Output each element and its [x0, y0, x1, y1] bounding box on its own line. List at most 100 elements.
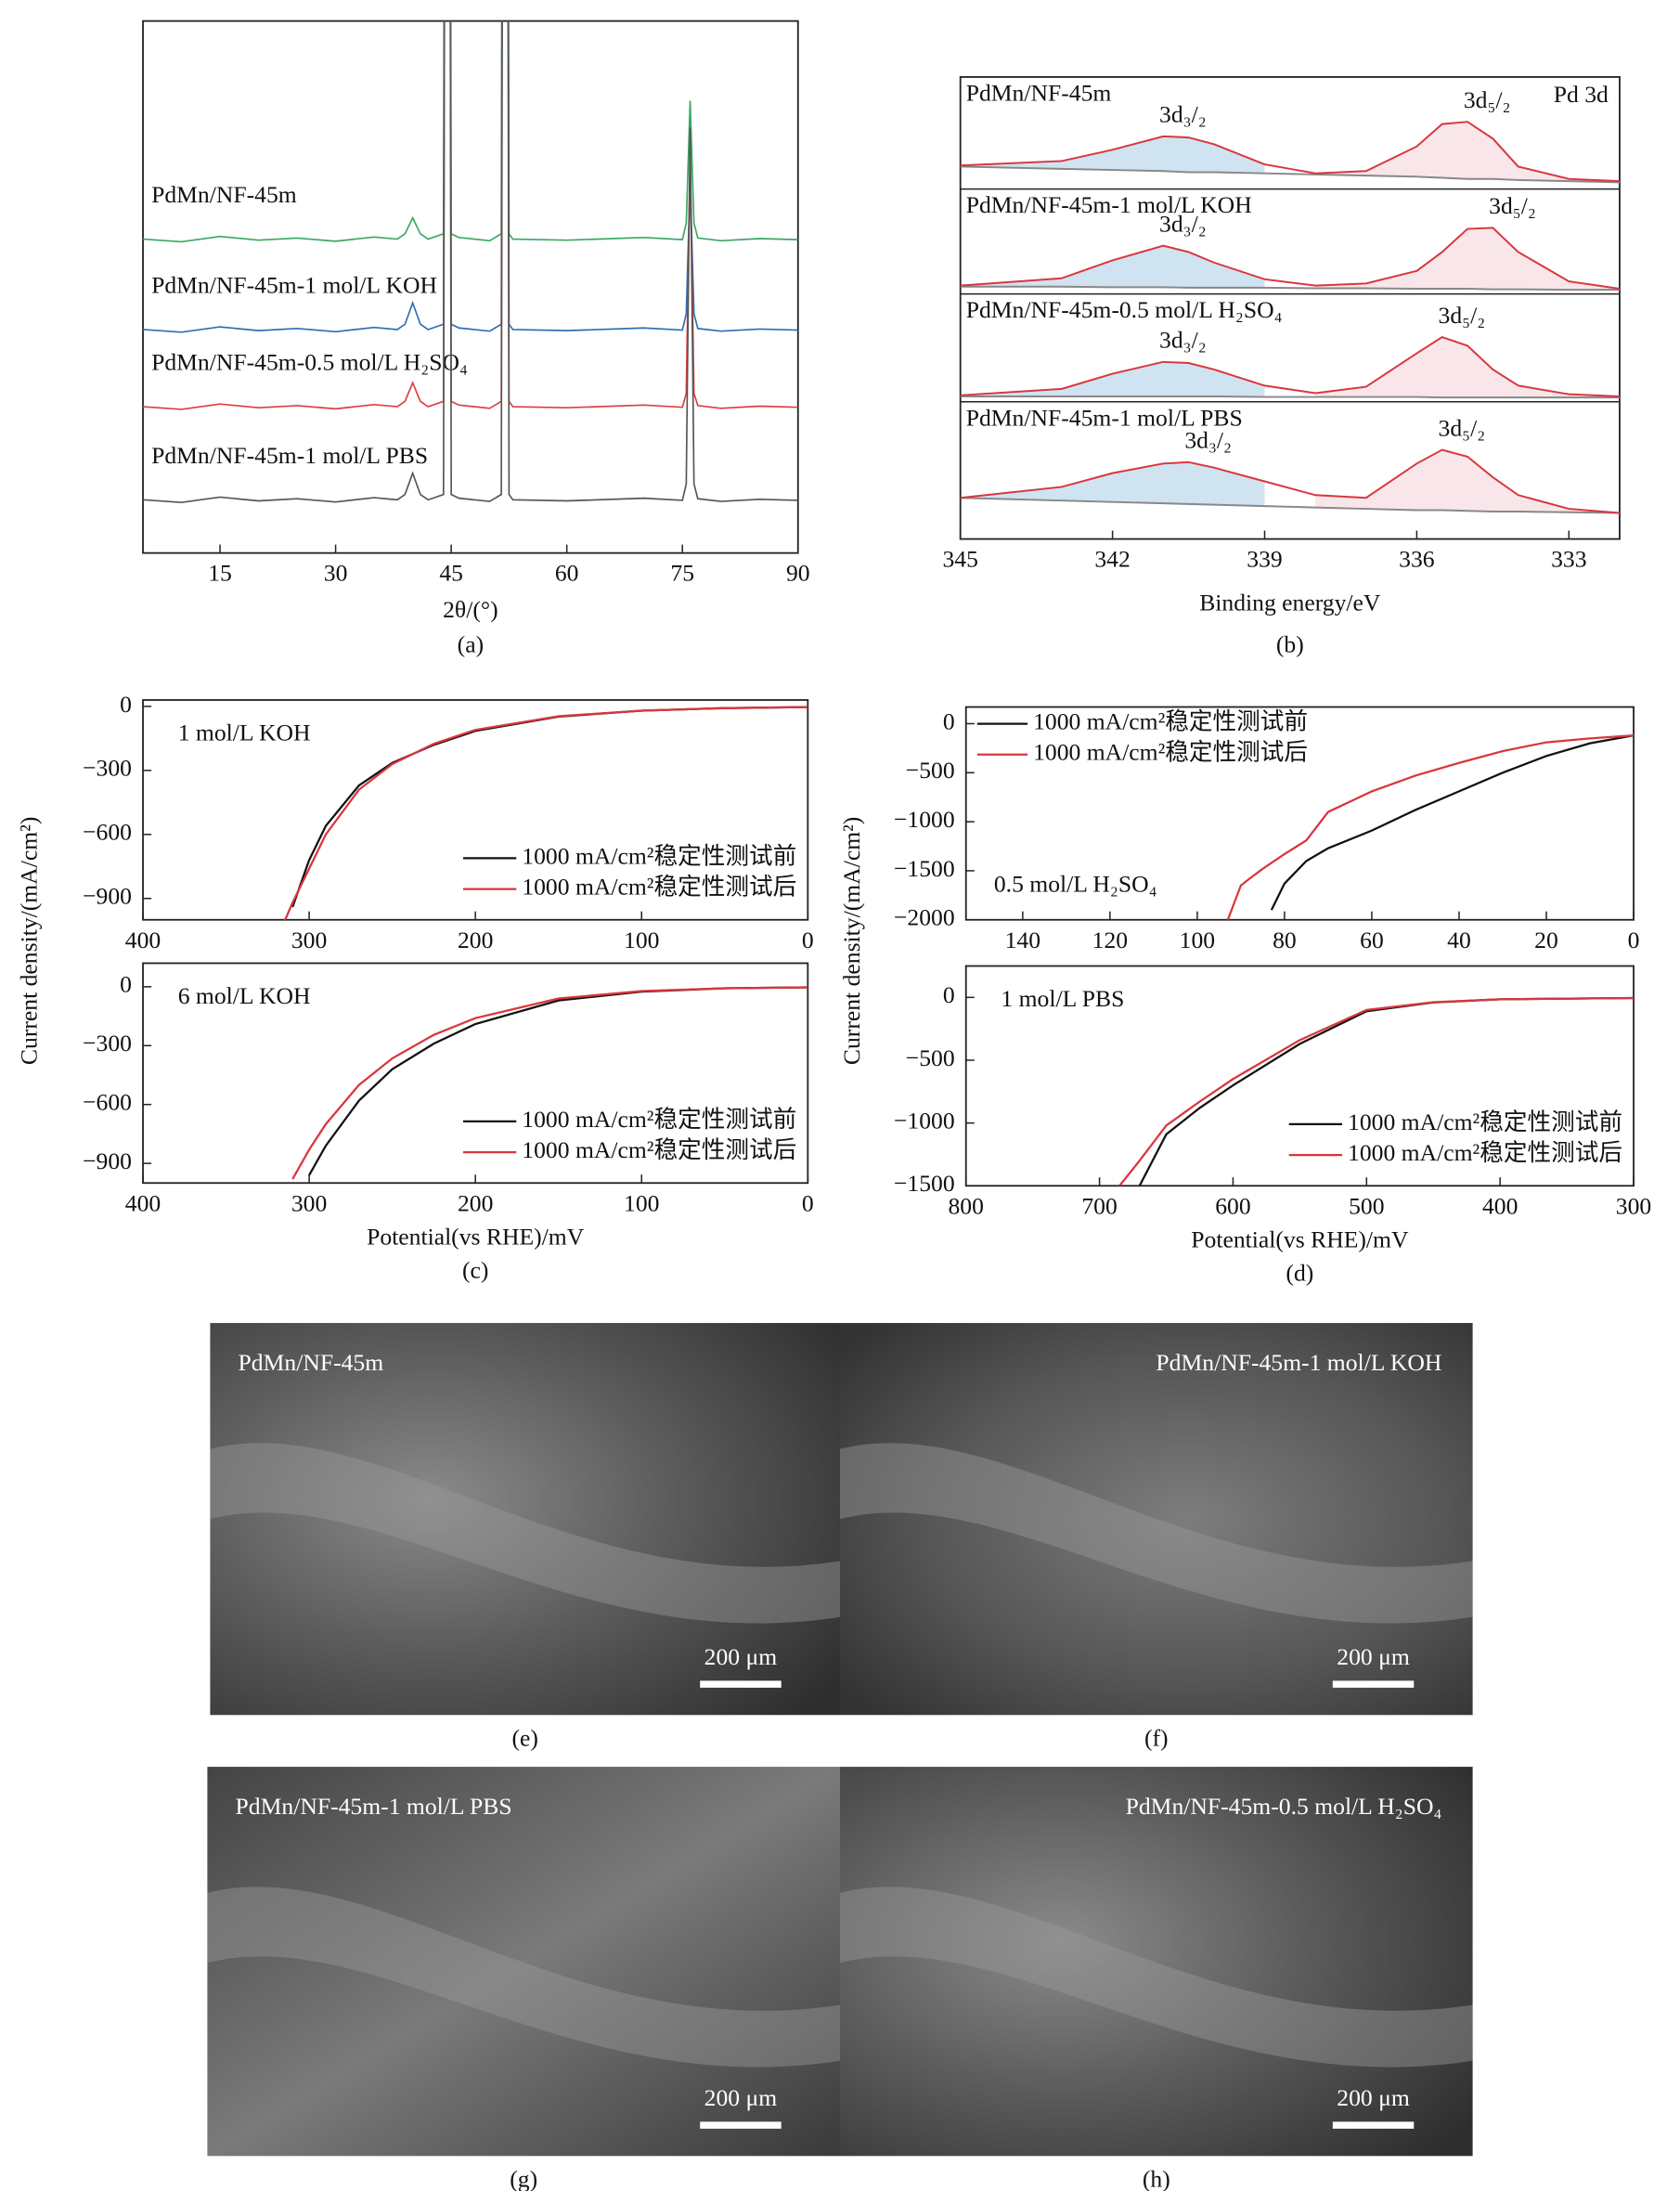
sem-image	[840, 1767, 1473, 2157]
data-line	[960, 336, 1620, 397]
caption: (b)	[1276, 631, 1304, 658]
y-tick-label: 0	[943, 981, 955, 1008]
x-tick-label: 400	[125, 927, 161, 953]
data-line	[960, 497, 1620, 514]
x-tick-label: 342	[1094, 546, 1130, 573]
peak-label: 3d₃/₂	[1184, 427, 1232, 454]
x-axis-label: Potential(vs RHE)/mV	[1191, 1225, 1409, 1252]
plot-frame	[959, 76, 1621, 540]
image-label: PdMn/NF-45m-1 mol/L KOH	[1156, 1349, 1441, 1376]
caption: (f)	[1144, 1724, 1169, 1751]
caption: (d)	[1286, 1260, 1313, 1287]
x-tick-label: 339	[1247, 546, 1282, 573]
x-tick-label: 0	[802, 1189, 814, 1216]
sem-texture	[840, 1443, 1473, 1624]
x-tick-label: 345	[942, 546, 977, 573]
peak-label: 3d₃/₂	[1159, 101, 1207, 128]
plot-frame	[142, 19, 799, 554]
x-tick-label: 600	[1215, 1192, 1250, 1219]
x-tick-label: 400	[125, 1189, 161, 1216]
caption: (a)	[458, 631, 484, 658]
plot-frame	[964, 965, 1635, 1187]
peak-fill	[1315, 227, 1620, 291]
peak-fill	[1315, 449, 1620, 513]
caption: (h)	[1143, 2165, 1170, 2191]
x-tick-label: 15	[208, 560, 232, 587]
y-tick-label: 0	[120, 971, 132, 998]
x-tick-label: 0	[1628, 927, 1640, 953]
x-tick-label: 800	[949, 1192, 984, 1219]
legend-label: 1000 mA/cm²稳定性测试后	[522, 1136, 796, 1163]
peak-fill	[960, 361, 1265, 397]
x-tick-label: 336	[1399, 546, 1435, 573]
legend-label: 1000 mA/cm²稳定性测试后	[1033, 739, 1308, 766]
scale-bar-label: 200 μm	[1337, 1643, 1410, 1670]
data-line	[1270, 734, 1635, 911]
y-axis-label: Current density/(mA/cm²)	[838, 817, 865, 1065]
series-label: PdMn/NF-45m-1 mol/L PBS	[151, 442, 428, 469]
annotation: 1 mol/L KOH	[178, 720, 311, 746]
legend-label: 1000 mA/cm²稳定性测试前	[1033, 708, 1308, 735]
annotation: 0.5 mol/L H₂SO₄	[994, 870, 1157, 897]
y-tick-label: −2000	[894, 904, 955, 931]
x-tick-label: 300	[291, 927, 327, 953]
peak-label: 3d₅/₂	[1489, 192, 1536, 219]
caption: (g)	[510, 2165, 537, 2191]
x-axis-label: 2θ/(°)	[443, 596, 498, 623]
sem-texture	[840, 1886, 1473, 2068]
x-tick-label: 140	[1005, 927, 1040, 953]
x-tick-label: 60	[1360, 927, 1384, 953]
image-label: PdMn/NF-45m-0.5 mol/L H₂SO₄	[1126, 1793, 1442, 1820]
x-tick-label: 300	[1616, 1192, 1651, 1219]
sem-texture	[210, 1443, 840, 1624]
legend-label: 1000 mA/cm²稳定性测试前	[522, 1106, 796, 1133]
x-tick-label: 80	[1273, 927, 1297, 953]
x-tick-label: 200	[458, 1189, 493, 1216]
peak-label: 3d₃/₂	[1159, 327, 1207, 354]
x-tick-label: 60	[555, 560, 579, 587]
sem-image	[207, 1767, 840, 2157]
annotation: 6 mol/L KOH	[178, 982, 311, 1009]
y-tick-label: −500	[906, 757, 955, 784]
legend-label: 1000 mA/cm²稳定性测试前	[1348, 1108, 1622, 1135]
y-tick-label: 0	[943, 707, 955, 734]
caption: (c)	[462, 1257, 488, 1284]
panel-label: PdMn/NF-45m	[966, 79, 1112, 106]
x-tick-label: 700	[1081, 1192, 1117, 1219]
data-line	[1118, 996, 1635, 1186]
x-tick-label: 100	[624, 927, 659, 953]
peak-label: 3d₅/₂	[1464, 86, 1511, 113]
y-tick-label: −1500	[894, 1170, 955, 1197]
sem-image	[840, 1323, 1473, 1716]
x-tick-label: 90	[786, 560, 810, 587]
y-tick-label: −900	[83, 1147, 132, 1174]
data-line	[143, 20, 798, 243]
data-line	[960, 165, 1620, 184]
data-line	[1226, 734, 1635, 920]
x-tick-label: 120	[1092, 927, 1128, 953]
x-axis-label: Potential(vs RHE)/mV	[367, 1223, 585, 1250]
data-line	[960, 121, 1620, 183]
y-tick-label: −600	[83, 1089, 132, 1116]
scale-bar-label: 200 μm	[1337, 2084, 1410, 2111]
y-tick-label: −500	[906, 1044, 955, 1071]
sem-image	[210, 1323, 840, 1716]
data-line	[960, 227, 1620, 290]
caption: (e)	[511, 1724, 537, 1751]
x-tick-label: 200	[458, 927, 493, 953]
y-tick-label: −1500	[894, 855, 955, 882]
data-line	[291, 986, 808, 1180]
legend-label: 1000 mA/cm²稳定性测试前	[522, 842, 796, 869]
data-line	[960, 285, 1620, 292]
legend-label: 1000 mA/cm²稳定性测试后	[1348, 1139, 1622, 1166]
y-tick-label: −300	[83, 755, 132, 782]
peak-fill	[960, 136, 1265, 174]
peak-label: 3d₃/₂	[1159, 210, 1207, 237]
x-tick-label: 333	[1551, 546, 1586, 573]
data-line	[284, 706, 808, 920]
x-tick-label: 20	[1534, 927, 1558, 953]
x-tick-label: 0	[802, 927, 814, 953]
peak-label: 3d₅/₂	[1439, 414, 1486, 441]
plot-frame	[964, 706, 1635, 921]
